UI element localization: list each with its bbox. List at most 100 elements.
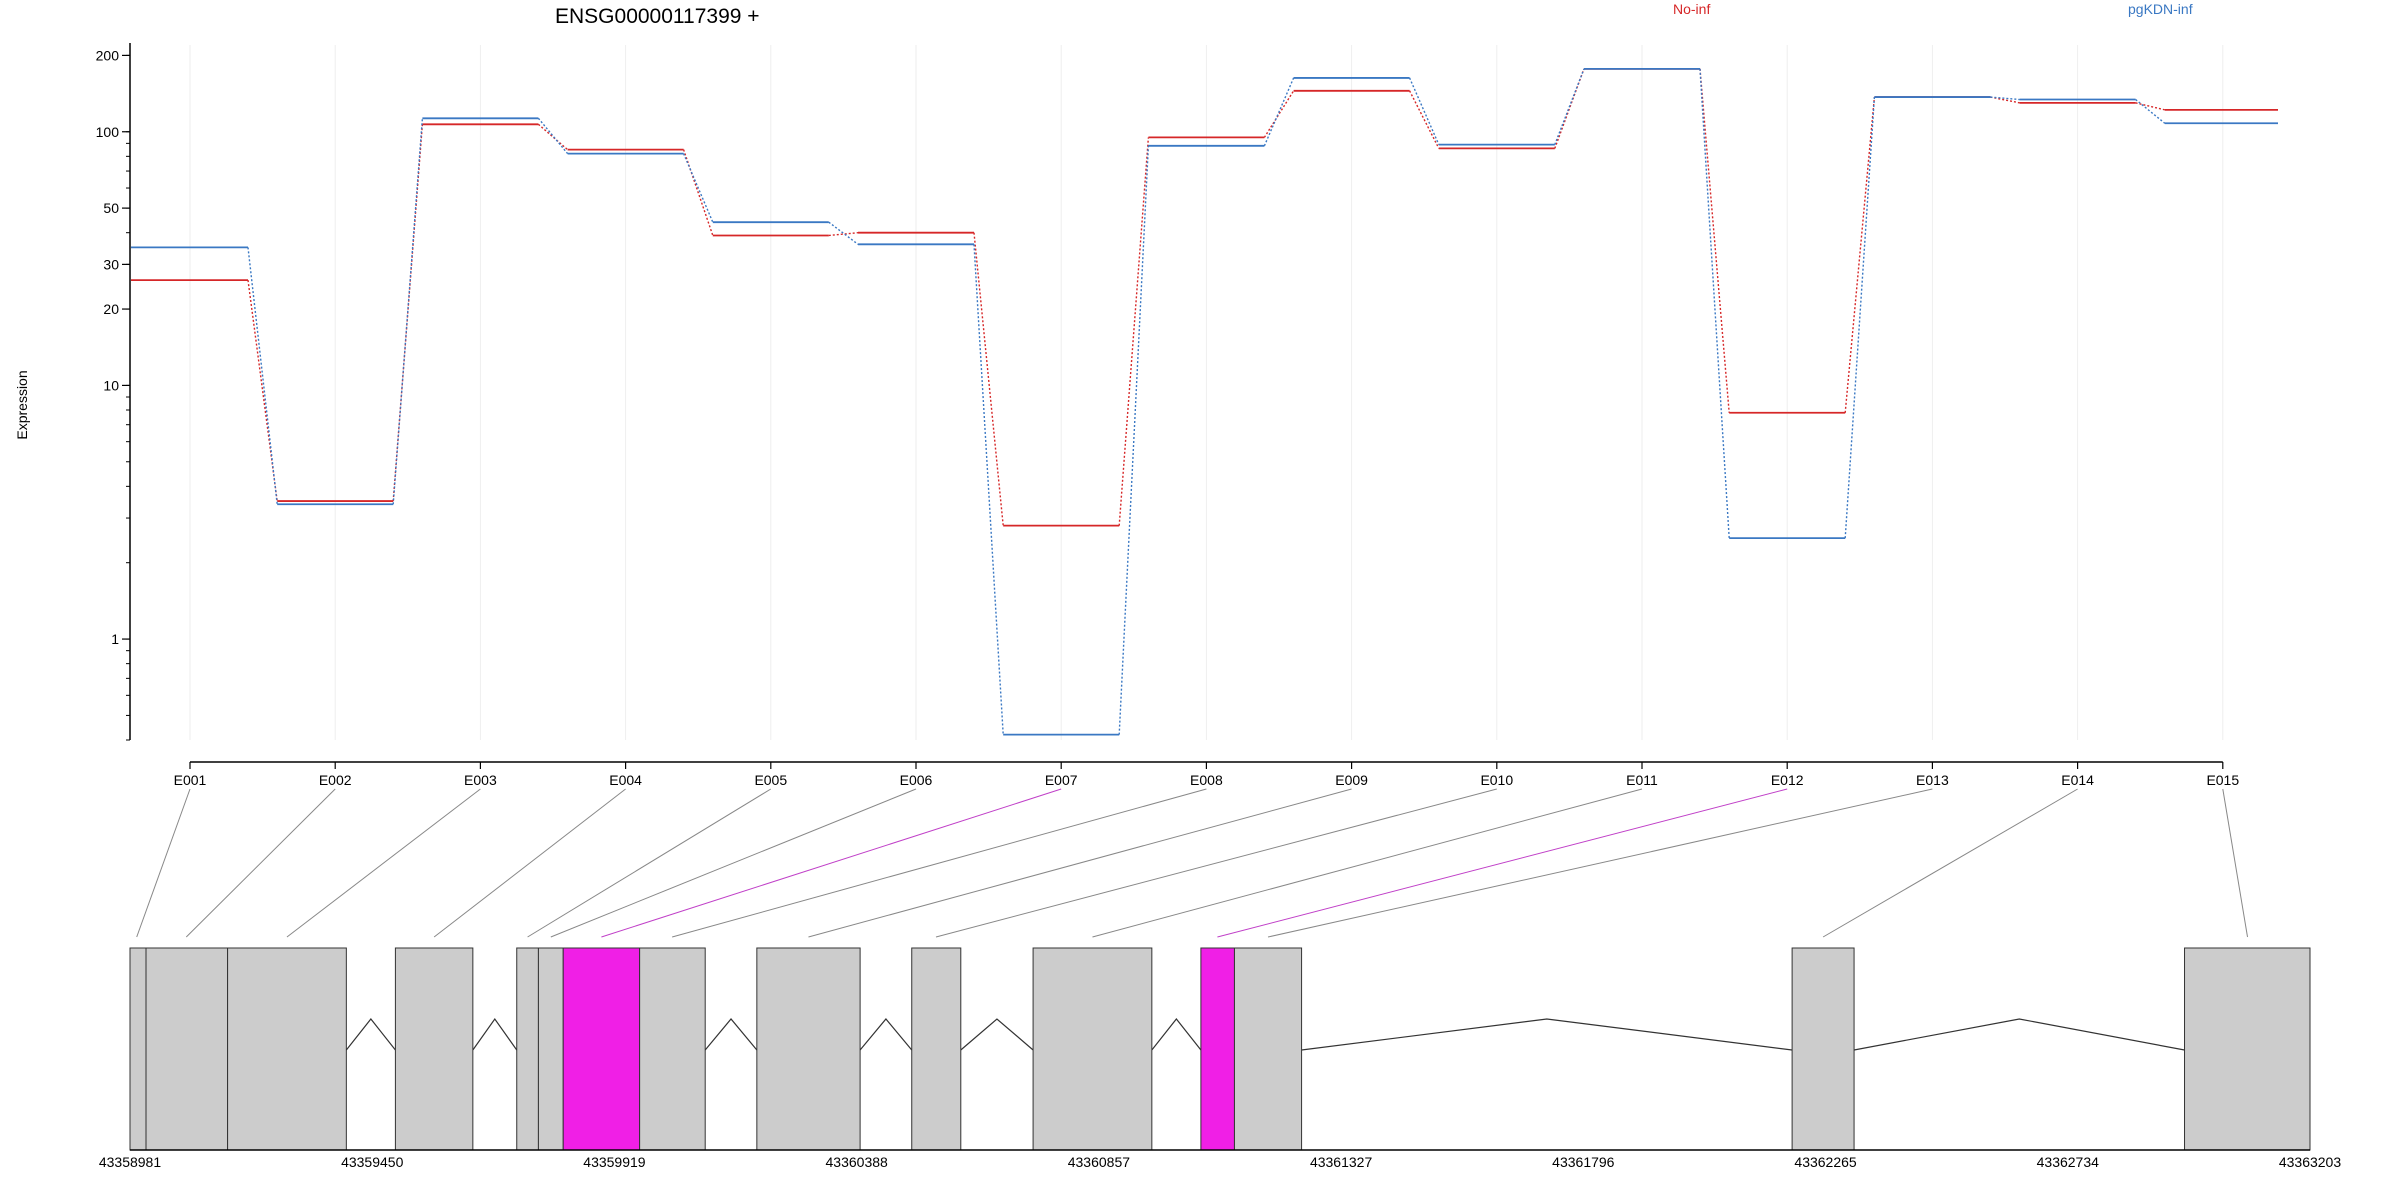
exon-link-e001 xyxy=(136,788,191,938)
intron-line xyxy=(1853,1018,2185,1051)
y-tick-label: 10 xyxy=(103,377,119,393)
exon-link-e015 xyxy=(2222,788,2249,938)
data-connector xyxy=(1408,77,1440,145)
exon-box-8 xyxy=(639,947,706,1151)
exon-box-6 xyxy=(537,947,564,1151)
intron-line xyxy=(472,1017,518,1051)
exon-box-4 xyxy=(394,947,474,1151)
exon-link-e010 xyxy=(935,788,1497,938)
genomic-coordinate-label: 43362734 xyxy=(2037,1154,2100,1170)
genomic-coordinate-label: 43361796 xyxy=(1552,1154,1615,1170)
x-tick-label-e015: E015 xyxy=(2206,772,2239,788)
data-connector xyxy=(1844,97,1876,539)
exon-link-e012 xyxy=(1217,788,1788,938)
exon-box-9 xyxy=(756,947,861,1151)
y-tick-label: 20 xyxy=(103,301,119,317)
exon-box-3 xyxy=(227,947,347,1151)
genomic-coordinate-label: 43363203 xyxy=(2279,1154,2342,1170)
x-tick-label-e009: E009 xyxy=(1335,772,1368,788)
exon-box-11 xyxy=(1032,947,1153,1151)
data-connector xyxy=(682,149,714,236)
data-connector xyxy=(973,244,1004,735)
exon-link-e006 xyxy=(550,788,917,938)
x-tick-label-e005: E005 xyxy=(754,772,787,788)
legend-pgkdn-inf: pgKDN-inf xyxy=(2128,1,2193,17)
x-tick-label-e006: E006 xyxy=(900,772,933,788)
x-tick-label-e007: E007 xyxy=(1045,772,1078,788)
x-tick-label-e001: E001 xyxy=(174,772,207,788)
exon-link-e002 xyxy=(185,788,336,938)
genomic-coordinate-label: 43358981 xyxy=(99,1154,162,1170)
x-axis: E001 E002 E003 E004 E005 E006 E007 E008 E009 E010… xyxy=(174,761,2239,788)
data-connector xyxy=(1990,96,2020,101)
x-tick-label-e008: E008 xyxy=(1190,772,1223,788)
data-connector xyxy=(1554,68,1585,145)
legend-no-inf: No-inf xyxy=(1673,1,1710,17)
y-axis-label: Expression xyxy=(14,370,30,439)
data-connector xyxy=(973,232,1004,526)
y-tick-label: 50 xyxy=(103,200,119,216)
exon-box-15 xyxy=(2184,947,2311,1151)
genomic-coordinate-label: 43359919 xyxy=(583,1154,646,1170)
genomic-coordinate-label: 43362265 xyxy=(1794,1154,1857,1170)
data-connector xyxy=(247,280,278,502)
series-layer xyxy=(131,67,2278,736)
x-tick-label-e010: E010 xyxy=(1480,772,1513,788)
y-axis: 1 10 20 30 50 100 200 xyxy=(96,43,131,741)
x-tick-label-e011: E011 xyxy=(1626,772,1658,788)
data-connector xyxy=(1118,137,1150,526)
exon-link-e003 xyxy=(286,788,481,938)
exon-link-e008 xyxy=(672,788,1207,938)
exon-link-e011 xyxy=(1092,788,1643,938)
chart-title: ENSG00000117399 + xyxy=(555,5,760,28)
x-tick-label-e014: E014 xyxy=(2061,772,2094,788)
exon-box-13 xyxy=(1233,947,1303,1151)
exon-link-e004 xyxy=(433,788,626,938)
genomic-coordinate-label: 43359450 xyxy=(341,1154,404,1170)
exon-box-12 xyxy=(1200,947,1235,1151)
data-connector xyxy=(2135,98,2166,124)
data-connector xyxy=(828,231,859,237)
data-connector xyxy=(2135,102,2165,111)
data-connector xyxy=(537,123,569,151)
x-tick-label-e013: E013 xyxy=(1916,772,1949,788)
intron-line xyxy=(960,1018,1034,1051)
data-connector xyxy=(537,117,569,155)
data-connector xyxy=(1263,77,1295,147)
intron-line xyxy=(704,1018,758,1051)
intron-line xyxy=(1151,1018,1202,1051)
gene-model: 43358981 43359450 43359919 43360388 43360857… xyxy=(99,947,2342,1170)
x-tick-label-e002: E002 xyxy=(319,772,352,788)
exon-link-e007 xyxy=(601,788,1062,938)
exon-link-e005 xyxy=(527,788,772,938)
data-connector xyxy=(1699,68,1730,413)
exon-link-e014 xyxy=(1822,788,2078,938)
plot-grid xyxy=(189,45,2224,740)
data-connector xyxy=(682,153,714,223)
exon-box-1 xyxy=(129,947,147,1151)
data-connector xyxy=(1408,90,1440,149)
exon-link-layer xyxy=(136,788,2249,938)
x-tick-label-e012: E012 xyxy=(1771,772,1804,788)
intron-line xyxy=(859,1018,913,1051)
data-connector xyxy=(1263,90,1295,138)
intron-line xyxy=(1301,1018,1793,1051)
genomic-coordinate-label: 43360388 xyxy=(826,1154,889,1170)
series-pgkdn-inf xyxy=(131,67,2278,736)
x-tick-label-e003: E003 xyxy=(464,772,497,788)
y-tick-label: 30 xyxy=(103,256,119,272)
exon-box-14 xyxy=(1791,947,1855,1151)
data-connector xyxy=(1699,68,1730,539)
series-no-inf xyxy=(131,67,2278,527)
y-tick-label: 200 xyxy=(96,47,120,63)
data-connector xyxy=(1118,145,1150,735)
exon-box-10 xyxy=(911,947,962,1151)
exon-box-5 xyxy=(516,947,539,1151)
exon-box-7 xyxy=(562,947,641,1151)
data-connector xyxy=(247,247,278,505)
data-connector xyxy=(392,118,424,505)
y-tick-label: 100 xyxy=(96,124,120,140)
exon-box-2 xyxy=(145,947,229,1151)
exon-link-e009 xyxy=(808,788,1352,938)
